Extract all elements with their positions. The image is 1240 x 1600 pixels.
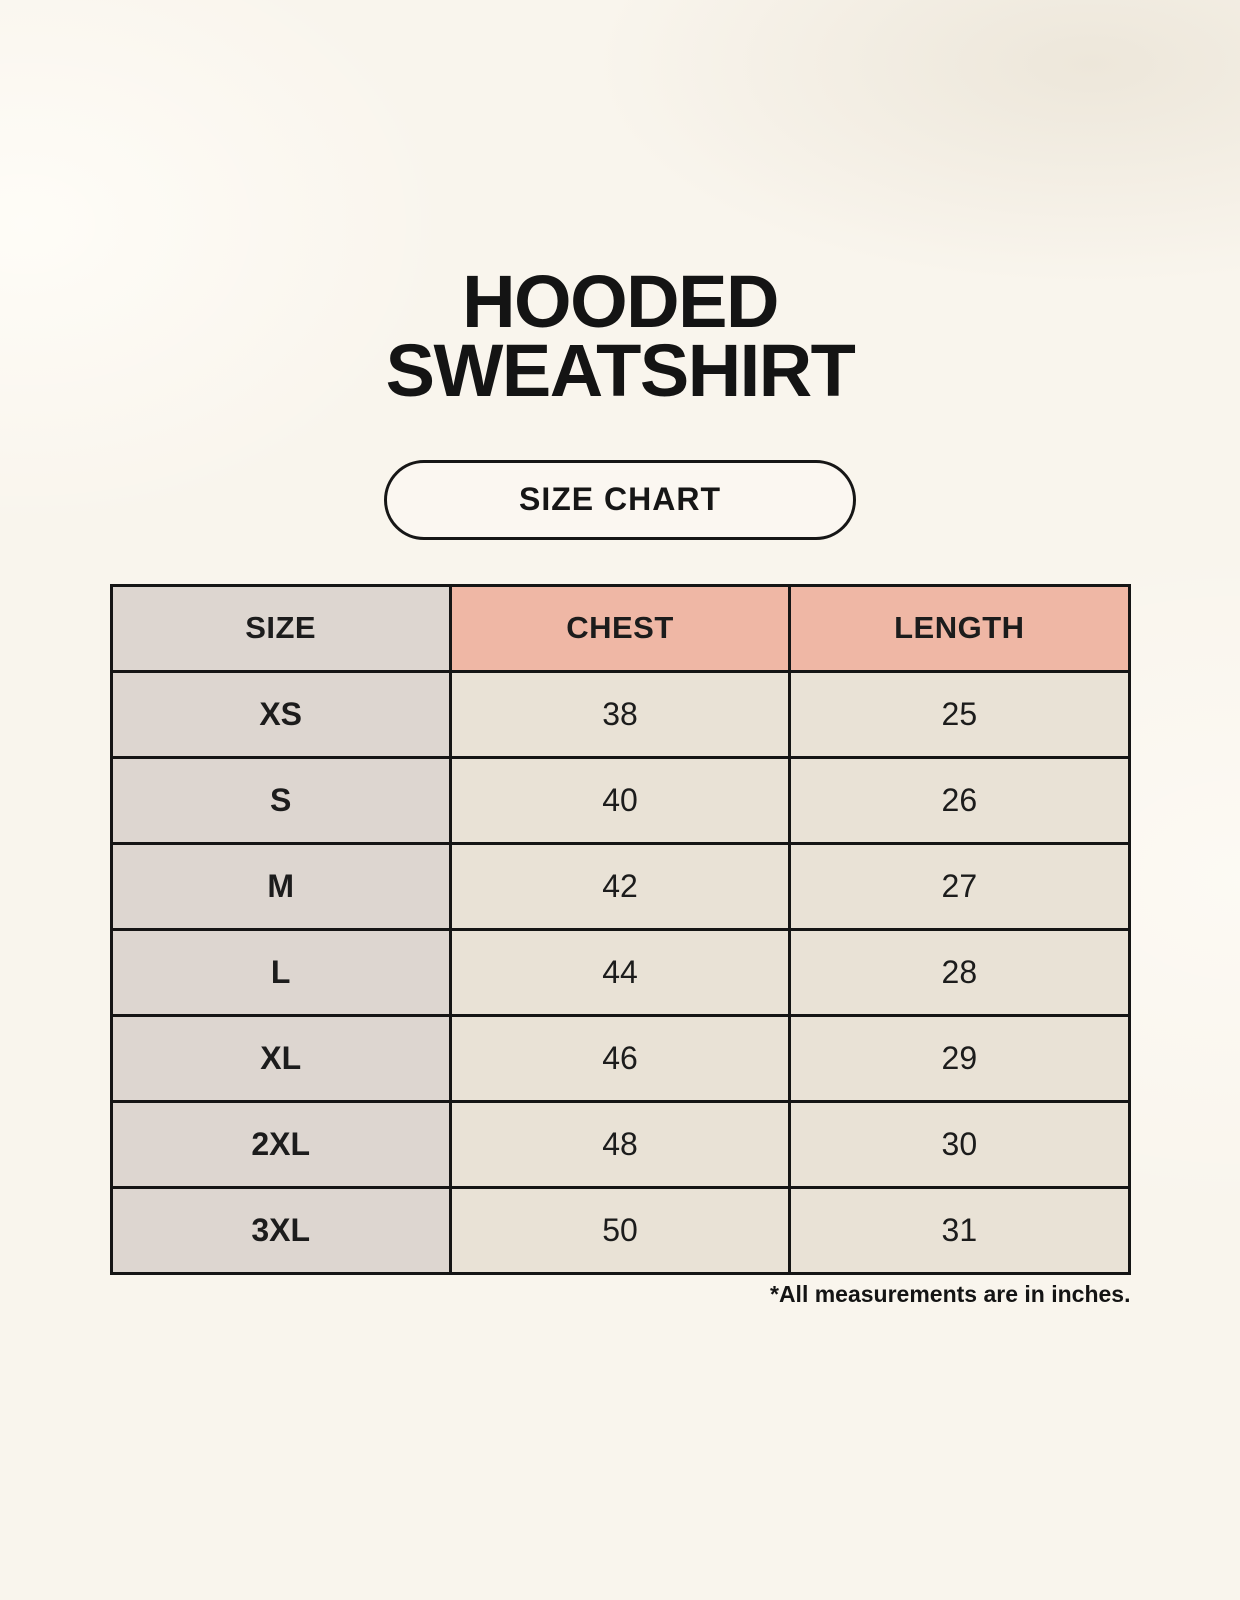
size-cell: 3XL [109, 1185, 452, 1275]
size-chart-button[interactable]: SIZE CHART [384, 459, 856, 540]
chest-cell: 40 [448, 755, 792, 845]
measurements-footnote: *All measurements are in inches. [770, 1280, 1131, 1307]
table-row: M 42 27 [109, 841, 1131, 931]
size-cell: M [109, 841, 452, 931]
length-cell: 31 [788, 1185, 1131, 1275]
column-header-length: LENGTH [788, 583, 1131, 673]
size-cell: S [109, 755, 452, 845]
table-row: 2XL 48 30 [109, 1099, 1131, 1189]
size-table-header-row: SIZE CHEST LENGTH [109, 583, 1131, 673]
chest-cell: 46 [448, 1013, 792, 1103]
length-cell: 28 [788, 927, 1131, 1017]
column-header-size: SIZE [109, 583, 452, 673]
size-cell: XL [109, 1013, 452, 1103]
chest-cell: 42 [448, 841, 792, 931]
chest-cell: 48 [448, 1099, 792, 1189]
page-title: HOODED SWEATSHIRT [386, 265, 856, 408]
chest-cell: 38 [448, 669, 792, 759]
table-row: 3XL 50 31 [109, 1185, 1131, 1275]
length-cell: 30 [788, 1099, 1131, 1189]
size-table-body: XS 38 25 S 40 26 M 42 27 L 44 28 XL 46 2… [109, 669, 1131, 1275]
column-header-chest: CHEST [448, 583, 792, 673]
size-table: SIZE CHEST LENGTH XS 38 25 S 40 26 M 42 … [109, 583, 1131, 1275]
length-cell: 26 [788, 755, 1131, 845]
size-cell: XS [109, 669, 452, 759]
length-cell: 25 [788, 669, 1131, 759]
table-row: L 44 28 [109, 927, 1131, 1017]
length-cell: 29 [788, 1013, 1131, 1103]
length-cell: 27 [788, 841, 1131, 931]
size-table-container: SIZE CHEST LENGTH XS 38 25 S 40 26 M 42 … [109, 583, 1131, 1308]
size-cell: 2XL [109, 1099, 452, 1189]
table-row: XS 38 25 [109, 669, 1131, 759]
page-title-line1: HOODED [462, 260, 779, 343]
table-row: S 40 26 [109, 755, 1131, 845]
page-title-line2: SWEATSHIRT [385, 328, 856, 412]
table-row: XL 46 29 [109, 1013, 1131, 1103]
size-cell: L [109, 927, 452, 1017]
chest-cell: 44 [448, 927, 792, 1017]
chest-cell: 50 [448, 1185, 792, 1275]
size-chart-button-label: SIZE CHART [519, 481, 721, 518]
